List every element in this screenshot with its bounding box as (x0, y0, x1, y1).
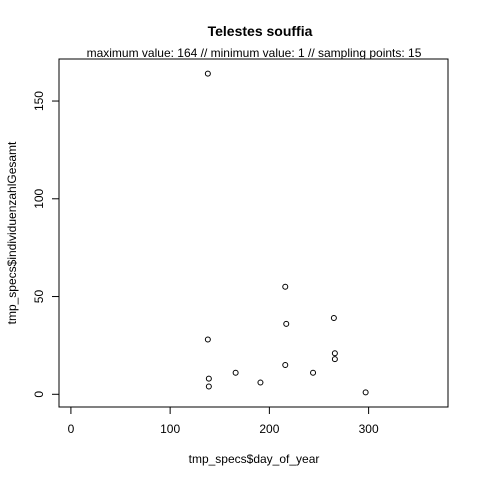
x-tick-label: 200 (259, 422, 279, 436)
y-axis: 0 50 100 150 (32, 91, 60, 398)
x-tick-label: 300 (359, 422, 379, 436)
data-point (283, 320, 290, 327)
y-axis-label: tmp_specs$individuenzahlGesamt (5, 141, 19, 324)
chart-title: Telestes souffia (208, 23, 313, 39)
data-point (205, 375, 212, 382)
x-tick-label: 0 (68, 422, 75, 436)
y-tick-label: 150 (32, 91, 46, 111)
plot-frame (58, 58, 449, 408)
x-tick-label: 100 (160, 422, 180, 436)
y-tick-label: 0 (32, 391, 46, 398)
data-point (257, 379, 264, 386)
data-point (330, 315, 337, 322)
data-point (310, 369, 317, 376)
y-tick-label: 50 (32, 290, 46, 304)
data-point (204, 336, 211, 343)
y-tick-label: 100 (32, 188, 46, 208)
data-point (282, 361, 289, 368)
data-point (331, 356, 338, 363)
data-points (204, 70, 369, 396)
data-point (362, 389, 369, 396)
data-point (232, 369, 239, 376)
chart-subtitle: maximum value: 164 // minimum value: 1 /… (87, 46, 422, 60)
x-axis-label: tmp_specs$day_of_year (189, 452, 320, 466)
data-point (205, 383, 212, 390)
data-point (204, 70, 211, 77)
x-axis: 0 100 200 300 (68, 406, 379, 436)
data-point (282, 283, 289, 290)
data-point (331, 350, 338, 357)
